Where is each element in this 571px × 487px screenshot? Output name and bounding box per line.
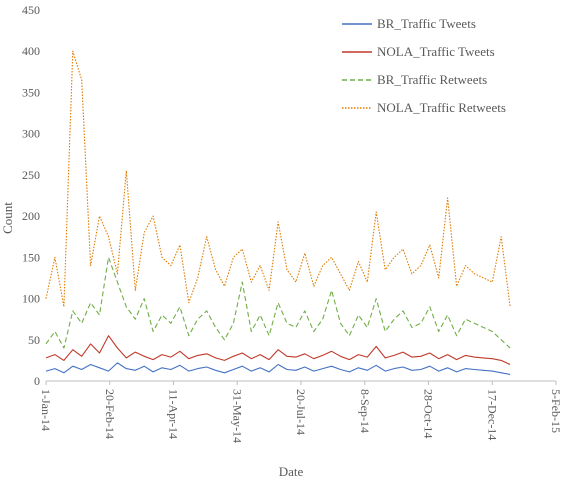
x-tick-label: 20-Feb-14 [103, 389, 117, 439]
y-tick-label: 300 [22, 127, 40, 141]
y-tick-label: 100 [22, 292, 40, 306]
y-tick-label: 200 [22, 209, 40, 223]
x-tick-label: 28-Oct-14 [422, 389, 436, 438]
x-axis-label: Date [279, 464, 304, 479]
y-tick-label: 0 [34, 374, 40, 388]
legend-label: NOLA_Traffic Tweets [377, 44, 495, 59]
x-tick-label: 5-Feb-15 [549, 389, 563, 433]
series-line-0 [45, 362, 511, 375]
legend-label: BR_Traffic Tweets [377, 16, 476, 31]
x-tick-label: 17-Dec-14 [485, 389, 499, 440]
y-tick-label: 450 [22, 3, 40, 17]
x-axis-ticks: 1-Jan-14 20-Feb-14 11-Apr-14 31-May-14 20-Ju… [39, 381, 563, 443]
y-tick-label: 150 [22, 250, 40, 264]
y-tick-label: 400 [22, 44, 40, 58]
series-line-1 [45, 335, 511, 365]
legend: BR_Traffic Tweets NOLA_Traffic Tweets BR_T… [342, 16, 506, 115]
y-tick-label: 350 [22, 85, 40, 99]
series-lines [45, 50, 511, 375]
legend-label: NOLA_Traffic Retweets [377, 100, 506, 115]
series-line-3 [45, 50, 511, 308]
x-tick-label: 31-May-14 [230, 389, 244, 443]
x-tick-label: 8-Sep-14 [358, 389, 372, 433]
y-axis-ticks: 0 50 100 150 200 250 300 350 400 450 [22, 3, 40, 388]
y-tick-label: 250 [22, 168, 40, 182]
y-tick-label: 50 [28, 333, 40, 347]
series-line-2 [45, 256, 511, 349]
legend-label: BR_Traffic Retweets [377, 72, 487, 87]
y-axis-label: Count [0, 202, 15, 234]
x-tick-label: 11-Apr-14 [167, 389, 181, 439]
x-tick-label: 1-Jan-14 [39, 389, 53, 431]
x-tick-label: 20-Jul-14 [294, 389, 308, 435]
